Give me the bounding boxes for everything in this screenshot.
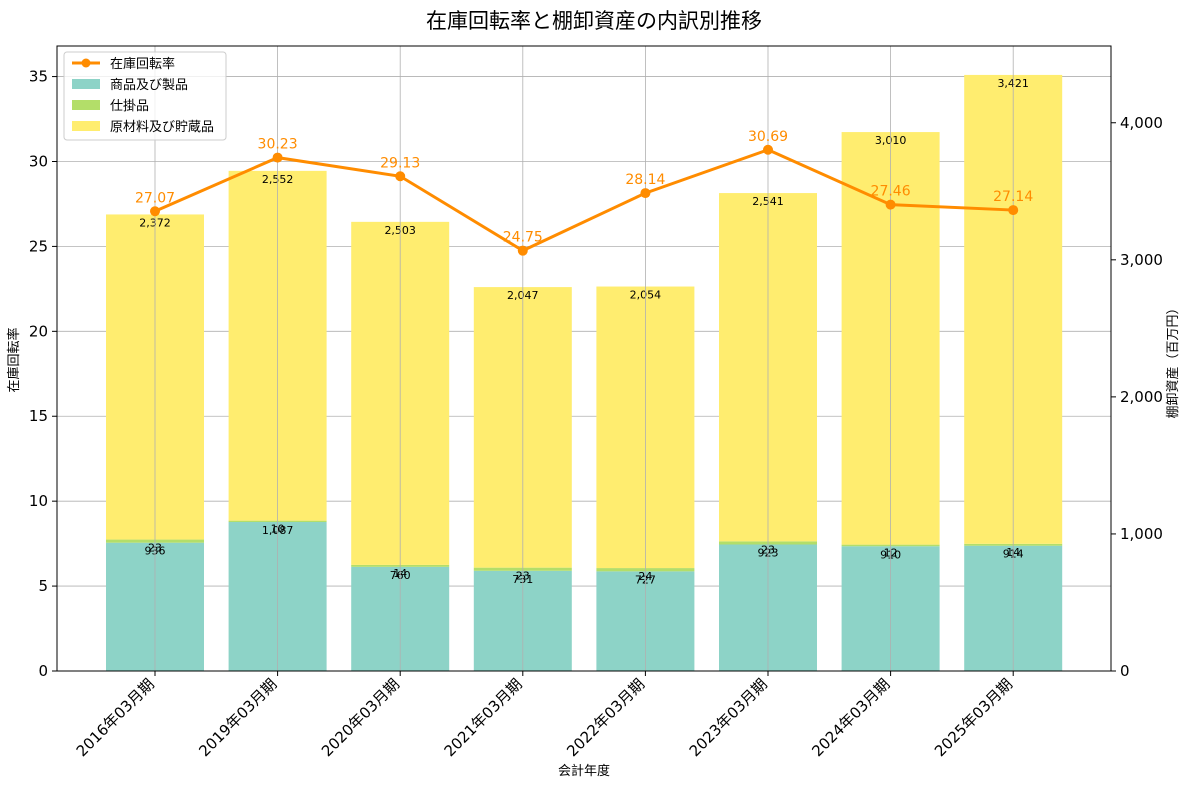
x-axis: 2016年03月期 2019年03月期 2020年03月期 2021年03月期 2022… [73, 671, 1016, 760]
y-right-tick-label: 2,000 [1120, 388, 1163, 406]
legend-swatch-materials [72, 121, 100, 131]
legend-label-products: 商品及び製品 [110, 78, 188, 93]
turnover-point-label: 27.46 [871, 184, 911, 200]
y-right-tick-label: 3,000 [1120, 251, 1163, 269]
legend-label-turnover: 在庫回転率 [110, 56, 175, 72]
y-axis-left-label: 在庫回転率 [6, 327, 22, 392]
bar-labels: 936232,3721,087102,552760142,503731232,0… [139, 77, 1029, 586]
legend-label-materials: 原材料及び貯蔵品 [110, 120, 214, 135]
legend-swatch-products [72, 79, 100, 89]
x-tick-label: 2025年03月期 [931, 675, 1016, 760]
line-series: 27.07 30.23 29.13 24.75 28.14 30.69 27.46 27.14 [135, 46, 1033, 671]
y-left-tick-label: 15 [29, 407, 48, 425]
legend: 在庫回転率 商品及び製品 仕掛品 原材料及び貯蔵品 [63, 51, 227, 141]
turnover-point-label: 30.69 [748, 129, 788, 145]
turnover-point-label: 29.13 [380, 155, 420, 171]
y-right-tick-label: 4,000 [1120, 114, 1163, 132]
x-axis-label: 会計年度 [558, 763, 610, 779]
x-tick-label: 2024年03月期 [808, 675, 893, 760]
turnover-point [150, 206, 160, 217]
turnover-point-label: 27.07 [135, 190, 175, 206]
x-tick-label: 2022年03月期 [563, 675, 648, 760]
legend-label-wip: 仕掛品 [110, 99, 149, 114]
grid [57, 76, 1111, 672]
turnover-point [272, 152, 283, 163]
y-right-tick-label: 0 [1120, 662, 1130, 680]
y-left-tick-label: 35 [29, 68, 48, 86]
x-tick-label: 2016年03月期 [73, 675, 158, 760]
legend-frame [63, 51, 227, 141]
turnover-point-label: 30.23 [258, 137, 298, 153]
x-tick-label: 2019年03月期 [195, 675, 280, 760]
y-axis-right-label: 棚卸資産（百万円） [1165, 301, 1181, 418]
y-right-tick-label: 1,000 [1120, 525, 1163, 543]
turnover-point [1008, 205, 1019, 216]
plot-frame [56, 45, 1112, 672]
turnover-point [763, 144, 773, 155]
turnover-point [885, 199, 896, 210]
y-left-tick-label: 30 [29, 152, 48, 170]
x-tick-label: 2020年03月期 [318, 675, 403, 760]
bars [106, 74, 1063, 671]
turnover-point [395, 171, 406, 182]
turnover-point-label: 27.14 [993, 189, 1033, 205]
turnover-point [517, 245, 528, 256]
y-axis-left: 0 5 10 15 20 25 30 35 [29, 68, 57, 680]
turnover-point [640, 188, 651, 199]
y-left-tick-label: 20 [29, 322, 48, 340]
chart-title: 在庫回転率と棚卸資産の内訳別推移 [426, 9, 762, 33]
turnover-line [154, 148, 1014, 253]
turnover-point-label: 28.14 [625, 172, 665, 188]
y-left-tick-label: 10 [29, 492, 48, 510]
turnover-point-label: 24.75 [503, 230, 543, 246]
y-axis-right: 0 1,000 2,000 3,000 4,000 [1111, 114, 1163, 680]
y-left-tick-label: 0 [38, 662, 48, 680]
legend-line-marker [81, 58, 91, 68]
legend-swatch-wip [72, 100, 100, 110]
x-tick-label: 2023年03月期 [686, 675, 771, 760]
y-left-tick-label: 5 [38, 577, 48, 595]
y-left-tick-label: 25 [29, 237, 48, 255]
x-tick-label: 2021年03月期 [441, 675, 526, 760]
